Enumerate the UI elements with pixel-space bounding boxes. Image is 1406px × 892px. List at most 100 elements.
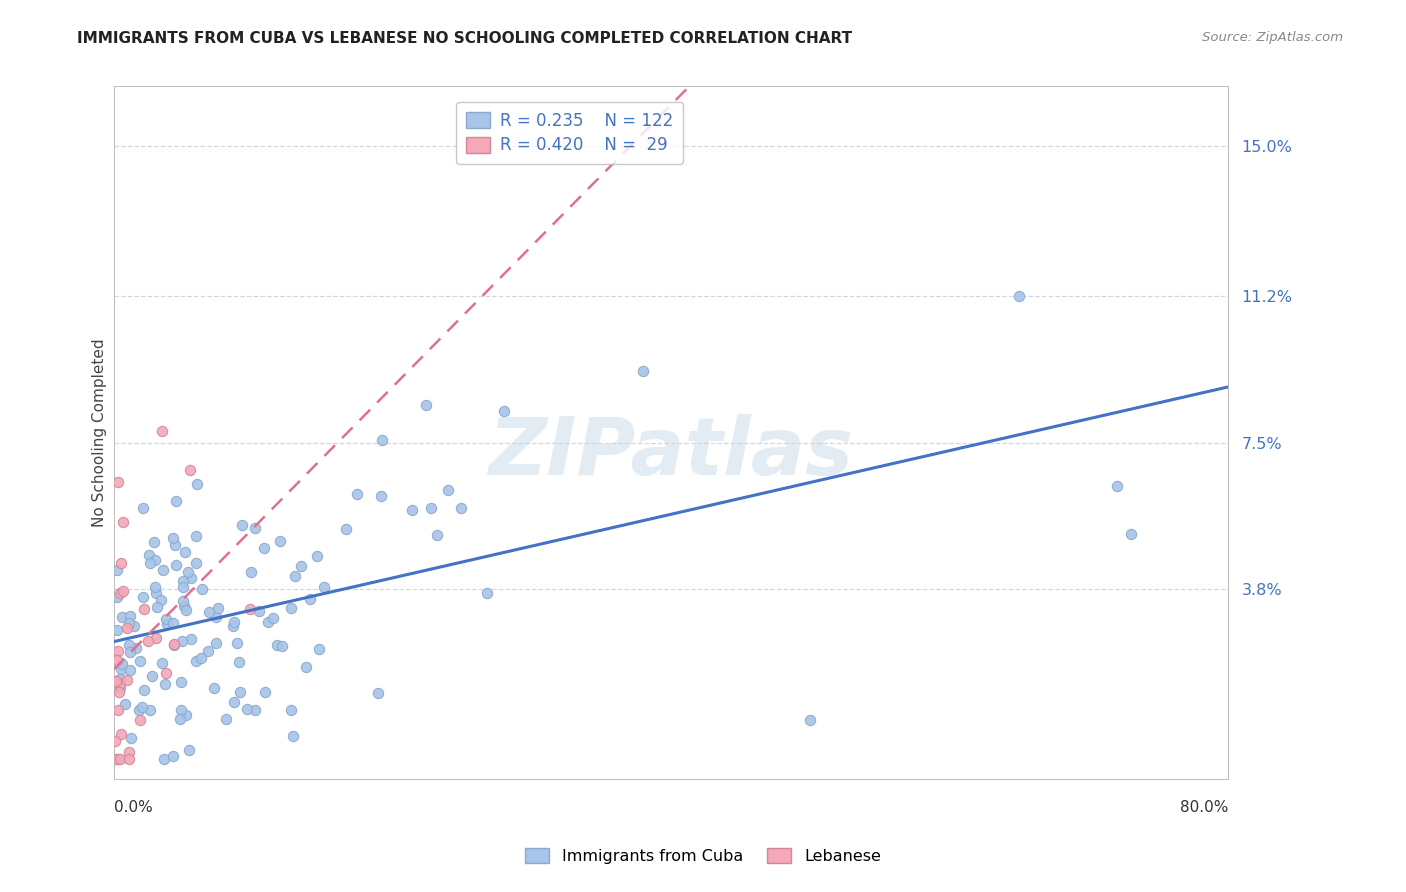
- Point: [335, 522, 357, 536]
- Point: [162, 531, 184, 545]
- Point: [114, 697, 136, 711]
- Point: [122, 619, 145, 633]
- Point: [163, 538, 186, 552]
- Point: [105, 653, 128, 667]
- Point: [111, 657, 134, 671]
- Point: [419, 501, 441, 516]
- Point: [184, 529, 207, 543]
- Point: [370, 489, 392, 503]
- Point: [207, 601, 229, 615]
- Point: [172, 634, 194, 648]
- Point: [128, 703, 150, 717]
- Point: [117, 752, 139, 766]
- Point: [143, 553, 166, 567]
- Point: [118, 616, 141, 631]
- Point: [146, 599, 169, 614]
- Point: [180, 632, 202, 646]
- Point: [1105, 479, 1128, 493]
- Point: [125, 640, 148, 655]
- Point: [229, 685, 252, 699]
- Point: [107, 684, 129, 698]
- Point: [177, 742, 200, 756]
- Point: [299, 591, 322, 606]
- Point: [235, 702, 257, 716]
- Point: [222, 695, 245, 709]
- Point: [205, 609, 228, 624]
- Point: [150, 657, 173, 671]
- Point: [155, 677, 177, 691]
- Point: [162, 615, 184, 630]
- Point: [107, 752, 129, 766]
- Point: [145, 586, 167, 600]
- Point: [198, 605, 221, 619]
- Point: [247, 604, 270, 618]
- Point: [190, 651, 212, 665]
- Point: [426, 528, 449, 542]
- Point: [269, 534, 291, 549]
- Point: [163, 638, 186, 652]
- Point: [437, 483, 460, 497]
- Point: [312, 580, 335, 594]
- Point: [108, 752, 131, 766]
- Point: [108, 673, 131, 687]
- Point: [120, 731, 142, 745]
- Point: [107, 703, 129, 717]
- Point: [105, 752, 128, 766]
- Point: [305, 549, 328, 564]
- Point: [152, 424, 174, 438]
- Point: [631, 364, 654, 378]
- Point: [152, 563, 174, 577]
- Text: IMMIGRANTS FROM CUBA VS LEBANESE NO SCHOOLING COMPLETED CORRELATION CHART: IMMIGRANTS FROM CUBA VS LEBANESE NO SCHO…: [77, 31, 852, 46]
- Point: [107, 644, 129, 658]
- Point: [204, 636, 226, 650]
- Point: [105, 674, 128, 689]
- Point: [186, 556, 208, 570]
- Point: [1008, 289, 1031, 303]
- Point: [156, 616, 179, 631]
- Point: [173, 599, 195, 613]
- Point: [367, 686, 389, 700]
- Point: [226, 635, 249, 649]
- Point: [253, 541, 276, 555]
- Point: [139, 557, 162, 571]
- Point: [370, 433, 392, 447]
- Point: [799, 713, 821, 727]
- Point: [120, 663, 142, 677]
- Point: [132, 591, 155, 605]
- Text: ZIPatlas: ZIPatlas: [488, 415, 853, 492]
- Legend: R = 0.235    N = 122, R = 0.420    N =  29: R = 0.235 N = 122, R = 0.420 N = 29: [457, 102, 683, 164]
- Text: 80.0%: 80.0%: [1180, 800, 1229, 814]
- Point: [104, 733, 127, 747]
- Point: [202, 681, 225, 696]
- Point: [243, 521, 266, 535]
- Point: [177, 565, 200, 579]
- Point: [165, 558, 187, 572]
- Point: [115, 621, 138, 635]
- Point: [142, 535, 165, 549]
- Point: [450, 500, 472, 515]
- Point: [105, 591, 128, 605]
- Point: [110, 556, 132, 570]
- Point: [107, 475, 129, 490]
- Point: [174, 602, 197, 616]
- Point: [111, 609, 134, 624]
- Point: [105, 563, 128, 577]
- Point: [145, 632, 167, 646]
- Point: [294, 660, 316, 674]
- Point: [231, 517, 253, 532]
- Point: [262, 611, 284, 625]
- Point: [174, 545, 197, 559]
- Point: [138, 549, 160, 563]
- Point: [129, 654, 152, 668]
- Point: [228, 656, 250, 670]
- Point: [172, 574, 194, 588]
- Point: [155, 612, 177, 626]
- Point: [245, 703, 267, 717]
- Point: [280, 601, 302, 615]
- Point: [110, 586, 132, 600]
- Point: [174, 708, 197, 723]
- Point: [270, 639, 292, 653]
- Point: [290, 559, 312, 574]
- Point: [132, 682, 155, 697]
- Point: [280, 703, 302, 717]
